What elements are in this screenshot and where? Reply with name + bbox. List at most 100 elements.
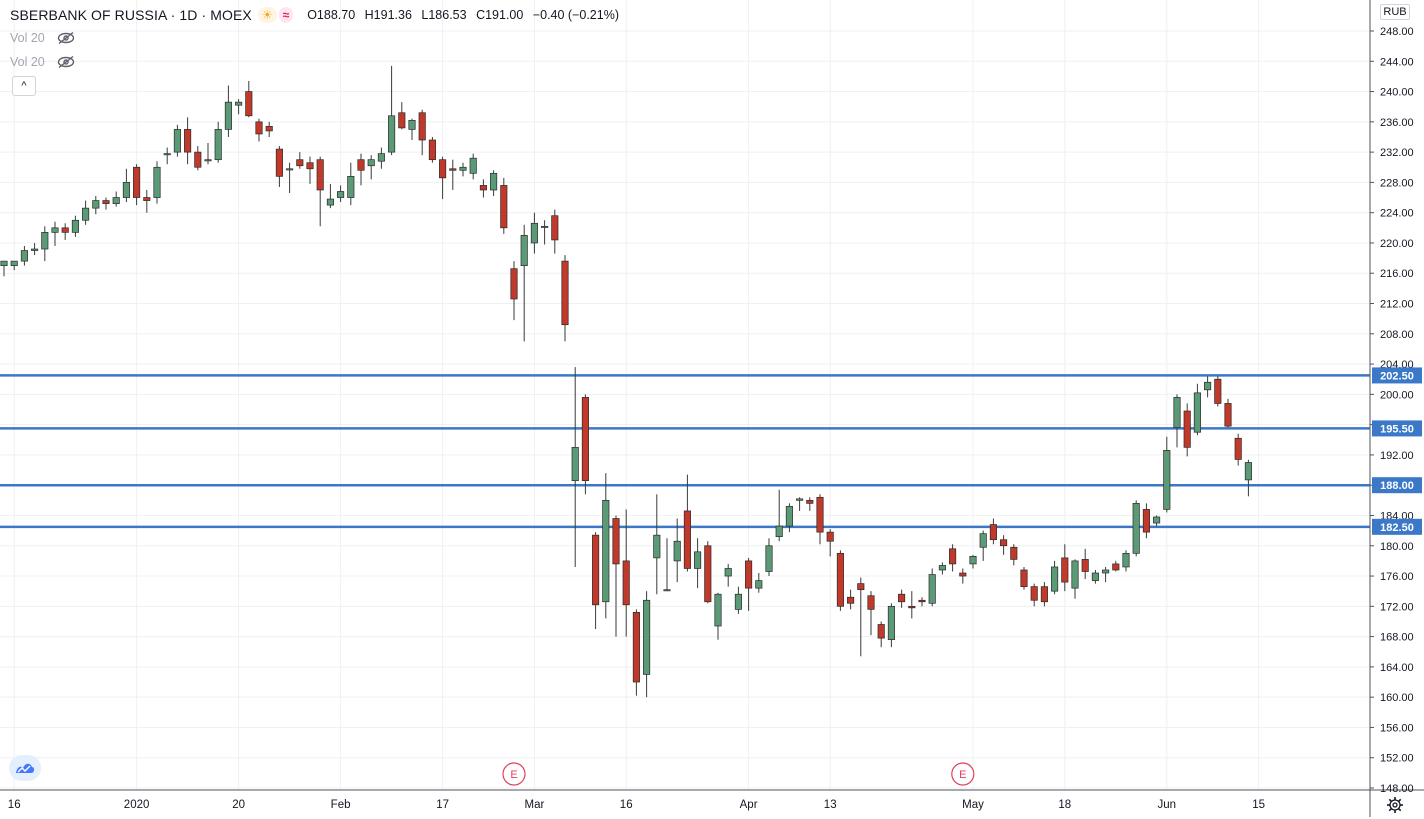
candle <box>1000 535 1008 555</box>
candle-body <box>449 168 457 171</box>
candle-body <box>785 506 793 527</box>
x-tick-label: 16 <box>620 799 633 811</box>
y-tick-label: 208.00 <box>1380 329 1414 341</box>
candle <box>377 147 385 169</box>
candle <box>337 185 345 203</box>
candle <box>867 591 875 636</box>
candle-body <box>41 232 49 250</box>
collapse-legend-button[interactable]: ^ <box>12 76 36 96</box>
candle <box>357 153 365 186</box>
candle-body <box>1183 410 1191 448</box>
x-tick-label: May <box>962 799 984 811</box>
candle <box>173 124 181 157</box>
candle-body <box>908 605 916 609</box>
candle-body <box>204 159 212 162</box>
candle <box>1163 436 1171 513</box>
candle-body <box>255 121 263 135</box>
candle-body <box>490 172 498 191</box>
y-tick-label: 216.00 <box>1380 268 1414 280</box>
chart-header: SBERBANK OF RUSSIA · 1D · MOEX ☀ ≈ O188.… <box>10 4 625 26</box>
candle <box>347 162 355 206</box>
candle-body <box>1010 546 1018 560</box>
candle <box>898 589 906 608</box>
candle-body <box>1030 586 1038 601</box>
candle-body <box>796 498 804 501</box>
candle-body <box>265 126 273 132</box>
candle <box>1153 515 1161 527</box>
eye-off-icon[interactable] <box>57 55 75 69</box>
currency-label[interactable]: RUB <box>1380 4 1410 20</box>
candle-body <box>887 605 895 640</box>
candle-body <box>847 596 855 604</box>
candle <box>479 179 487 198</box>
x-tick-label: 16 <box>8 799 21 811</box>
candle <box>847 589 855 610</box>
candle-body <box>184 129 192 153</box>
open-value: O188.70 <box>307 8 356 22</box>
candle <box>877 621 885 648</box>
candle-body <box>20 250 28 262</box>
wave-icon[interactable]: ≈ <box>278 7 294 23</box>
candle-body <box>357 159 365 171</box>
level-label-bg <box>1372 518 1422 535</box>
candle-body <box>1234 437 1242 460</box>
candle <box>408 118 416 141</box>
earnings-marker-label: E <box>959 769 966 781</box>
volume-indicator-1[interactable]: Vol 20 <box>10 29 75 47</box>
y-axis-ticks: 148.00 152.00 156.00 160.00 164.00 168.00 172.… <box>1370 26 1414 795</box>
x-tick-label: Jun <box>1158 799 1177 811</box>
candle-body <box>1071 560 1079 589</box>
candle <box>133 164 141 206</box>
candle-body <box>816 496 824 533</box>
chevron-up-icon: ^ <box>21 80 27 92</box>
candle-body <box>388 115 396 153</box>
level-label-text: 202.50 <box>1380 370 1414 382</box>
x-axis-ticks: 16 2020 20 Feb 17 Mar 16 Apr 13 May 18 Jun 15 <box>8 799 1265 811</box>
y-tick-label: 248.00 <box>1380 26 1414 38</box>
low-value: L186.53 <box>421 8 467 22</box>
candle-body <box>867 595 875 610</box>
candle <box>428 136 436 163</box>
candle <box>785 503 793 533</box>
candle <box>1071 559 1079 599</box>
change-value: −0.40 (−0.21%) <box>532 8 619 22</box>
candle-body <box>82 207 90 221</box>
level-label-bg <box>1372 420 1422 437</box>
candle-body <box>347 175 355 198</box>
candle <box>388 65 396 156</box>
gear-icon[interactable] <box>1386 796 1404 814</box>
candle-body <box>949 548 957 565</box>
candle-body <box>714 593 722 627</box>
x-tick-label: 15 <box>1252 799 1265 811</box>
candle-body <box>683 510 691 569</box>
y-tick-label: 228.00 <box>1380 177 1414 189</box>
close-value: C191.00 <box>476 8 524 22</box>
sun-icon[interactable]: ☀ <box>257 7 277 23</box>
indicator-label: Vol 20 <box>10 31 45 45</box>
candle-body <box>551 215 559 241</box>
candle <box>275 146 283 187</box>
earnings-marker-label: E <box>510 769 517 781</box>
level-label-text: 188.00 <box>1380 480 1414 492</box>
candle <box>530 212 538 254</box>
candle <box>1020 566 1028 590</box>
candle <box>1081 548 1089 580</box>
candle <box>1030 583 1038 607</box>
tradingview-logo-icon[interactable] <box>9 755 41 781</box>
candle <box>286 162 294 193</box>
candle <box>989 518 997 545</box>
candle-body <box>10 260 18 267</box>
candle <box>714 592 722 640</box>
candle <box>949 544 957 572</box>
candle-body <box>622 560 630 606</box>
candle-body <box>755 580 763 589</box>
candle-body <box>1061 557 1069 583</box>
y-tick-label: 148.00 <box>1380 783 1414 795</box>
candle <box>734 586 742 614</box>
eye-off-icon[interactable] <box>57 31 75 45</box>
symbol-title[interactable]: SBERBANK OF RUSSIA · 1D · MOEX <box>10 7 252 23</box>
candle <box>1224 398 1232 428</box>
volume-indicator-2[interactable]: Vol 20 <box>10 53 75 71</box>
level-price-labels: 202.50 195.50 188.00 182.50 <box>1372 367 1422 535</box>
